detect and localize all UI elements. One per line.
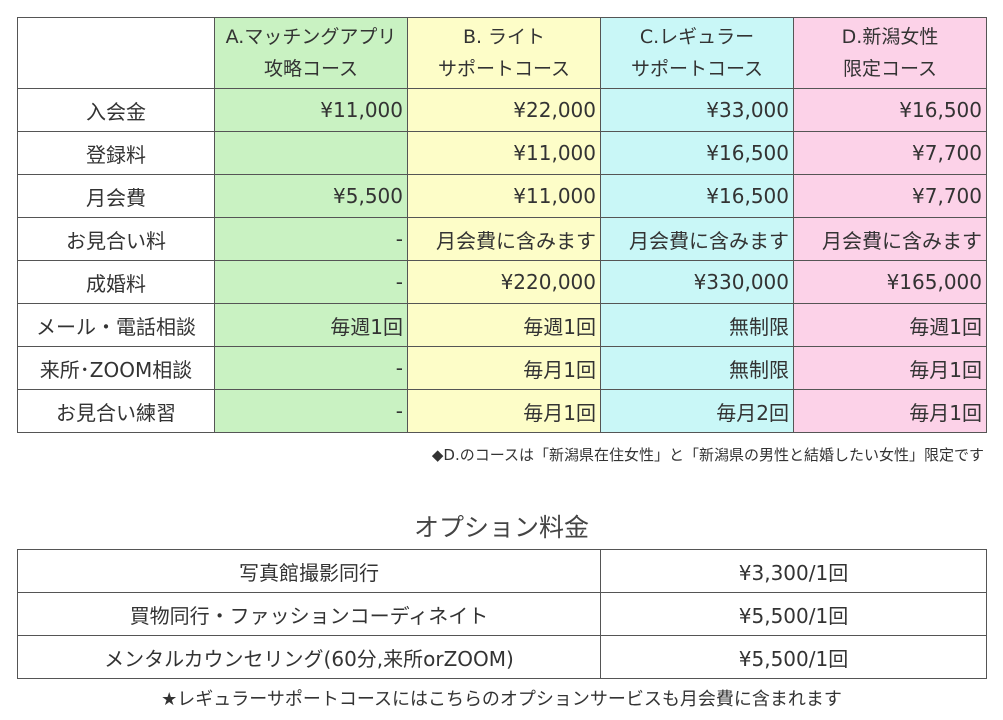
cell-course-a: 毎週1回: [214, 303, 408, 347]
row-mail-phone-consult: メール・電話相談 毎週1回 毎週1回 無制限 毎週1回: [17, 303, 987, 347]
cell-course-b: 毎月1回: [407, 389, 601, 433]
row-label: 月会費: [17, 174, 215, 218]
cell-course-b: 月会費に含みます: [407, 217, 601, 261]
cell-course-b: 毎月1回: [407, 346, 601, 390]
cell-course-c: ¥16,500: [600, 174, 794, 218]
cell-course-d: 毎月1回: [793, 389, 987, 433]
options-table: 写真館撮影同行 ¥3,300/1回 買物同行・ファッションコーディネイト ¥5,…: [17, 549, 987, 679]
row-omiai-fee: お見合い料 - 月会費に含みます 月会費に含みます 月会費に含みます: [17, 217, 987, 261]
cell-course-c: 月会費に含みます: [600, 217, 794, 261]
cell-course-c: ¥330,000: [600, 260, 794, 304]
option-price: ¥5,500/1回: [600, 592, 987, 636]
course-header-a: A.マッチングアプリ 攻略コース: [214, 17, 408, 89]
cell-course-a: -: [214, 217, 408, 261]
cell-course-a: -: [214, 260, 408, 304]
options-note: ★レギュラーサポートコースにはこちらのオプションサービスも月会費に含まれます: [161, 689, 842, 710]
cell-course-b: ¥11,000: [407, 131, 601, 175]
cell-course-d: ¥7,700: [793, 174, 987, 218]
row-label: お見合い料: [17, 217, 215, 261]
option-row: 買物同行・ファッションコーディネイト ¥5,500/1回: [17, 592, 987, 636]
cell-course-b: ¥22,000: [407, 88, 601, 132]
row-success-fee: 成婚料 - ¥220,000 ¥330,000 ¥165,000: [17, 260, 987, 304]
row-monthly-fee: 月会費 ¥5,500 ¥11,000 ¥16,500 ¥7,700: [17, 174, 987, 218]
course-d-note: ◆D.のコースは「新潟県在住女性」と「新潟県の男性と結婚したい女性」限定です: [431, 446, 984, 464]
cell-course-c: 毎月2回: [600, 389, 794, 433]
option-name: 写真館撮影同行: [17, 549, 601, 593]
cell-course-d: 月会費に含みます: [793, 217, 987, 261]
cell-course-a: -: [214, 389, 408, 433]
course-header-d: D.新潟女性 限定コース: [793, 17, 987, 89]
row-registration-fee: 登録料 ¥11,000 ¥16,500 ¥7,700: [17, 131, 987, 175]
course-header-row: A.マッチングアプリ 攻略コース B. ライト サポートコース C.レギュラー サポー…: [17, 17, 987, 89]
option-row: メンタルカウンセリング(60分,来所orZOOM) ¥5,500/1回: [17, 635, 987, 679]
cell-course-c: ¥16,500: [600, 131, 794, 175]
cell-course-d: ¥7,700: [793, 131, 987, 175]
cell-course-b: 毎週1回: [407, 303, 601, 347]
cell-course-a: -: [214, 346, 408, 390]
cell-course-d: 毎週1回: [793, 303, 987, 347]
cell-course-b: ¥11,000: [407, 174, 601, 218]
cell-course-b: ¥220,000: [407, 260, 601, 304]
cell-course-d: ¥165,000: [793, 260, 987, 304]
option-price: ¥5,500/1回: [600, 635, 987, 679]
options-title: オプション料金: [413, 513, 589, 542]
row-omiai-practice: お見合い練習 - 毎月1回 毎月2回 毎月1回: [17, 389, 987, 433]
cell-course-d: 毎月1回: [793, 346, 987, 390]
cell-course-c: 無制限: [600, 346, 794, 390]
header-corner-cell: [17, 17, 215, 89]
row-label: 来所･ZOOM相談: [17, 346, 215, 390]
course-header-c: C.レギュラー サポートコース: [600, 17, 794, 89]
cell-course-a: ¥11,000: [214, 88, 408, 132]
cell-course-a: [214, 131, 408, 175]
cell-course-a: ¥5,500: [214, 174, 408, 218]
option-name: メンタルカウンセリング(60分,来所orZOOM): [17, 635, 601, 679]
row-entry-fee: 入会金 ¥11,000 ¥22,000 ¥33,000 ¥16,500: [17, 88, 987, 132]
row-label: お見合い練習: [17, 389, 215, 433]
option-price: ¥3,300/1回: [600, 549, 987, 593]
row-label: メール・電話相談: [17, 303, 215, 347]
course-price-table: A.マッチングアプリ 攻略コース B. ライト サポートコース C.レギュラー サポー…: [17, 17, 987, 433]
row-label: 入会金: [17, 88, 215, 132]
cell-course-d: ¥16,500: [793, 88, 987, 132]
cell-course-c: ¥33,000: [600, 88, 794, 132]
option-name: 買物同行・ファッションコーディネイト: [17, 592, 601, 636]
course-header-b: B. ライト サポートコース: [407, 17, 601, 89]
row-label: 登録料: [17, 131, 215, 175]
cell-course-c: 無制限: [600, 303, 794, 347]
row-label: 成婚料: [17, 260, 215, 304]
option-row: 写真館撮影同行 ¥3,300/1回: [17, 549, 987, 593]
row-visit-zoom-consult: 来所･ZOOM相談 - 毎月1回 無制限 毎月1回: [17, 346, 987, 390]
